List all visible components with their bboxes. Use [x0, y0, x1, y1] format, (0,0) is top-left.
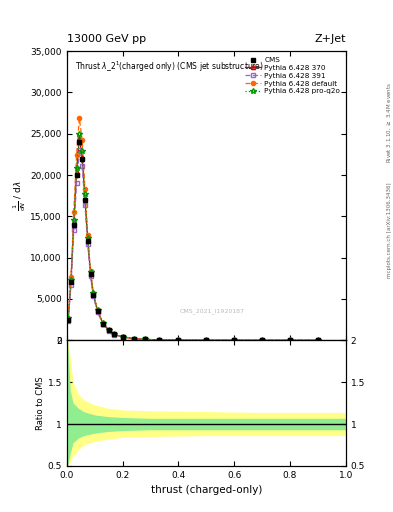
X-axis label: thrust (charged-only): thrust (charged-only) [151, 485, 262, 495]
Text: Z+Jet: Z+Jet [314, 33, 346, 44]
Text: Thrust $\lambda\_2^1$(charged only) (CMS jet substructure): Thrust $\lambda\_2^1$(charged only) (CMS… [75, 60, 264, 74]
Text: CMS_2021_I1920187: CMS_2021_I1920187 [180, 309, 244, 314]
Y-axis label: Ratio to CMS: Ratio to CMS [36, 376, 45, 430]
Text: mcplots.cern.ch [arXiv:1306.3436]: mcplots.cern.ch [arXiv:1306.3436] [387, 183, 391, 278]
Text: 13000 GeV pp: 13000 GeV pp [67, 33, 146, 44]
Legend: CMS, Pythia 6.428 370, Pythia 6.428 391, Pythia 6.428 default, Pythia 6.428 pro-: CMS, Pythia 6.428 370, Pythia 6.428 391,… [243, 55, 342, 97]
Text: Rivet 3.1.10, $\geq$ 3.4M events: Rivet 3.1.10, $\geq$ 3.4M events [385, 82, 393, 163]
Y-axis label: $\frac{1}{\mathrm{d}N}$ / $\mathrm{d}\lambda$: $\frac{1}{\mathrm{d}N}$ / $\mathrm{d}\la… [11, 180, 28, 211]
